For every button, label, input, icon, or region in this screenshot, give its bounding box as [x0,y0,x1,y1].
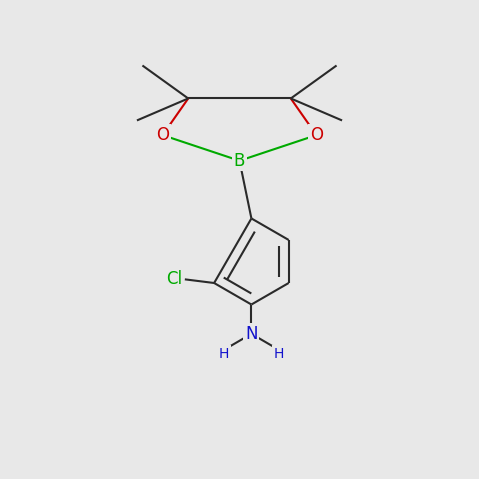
Text: H: H [274,347,284,361]
Text: H: H [219,347,229,361]
Text: O: O [156,126,169,144]
Text: O: O [310,126,323,144]
Text: Cl: Cl [166,270,182,288]
Text: B: B [234,152,245,170]
Text: N: N [245,325,258,343]
